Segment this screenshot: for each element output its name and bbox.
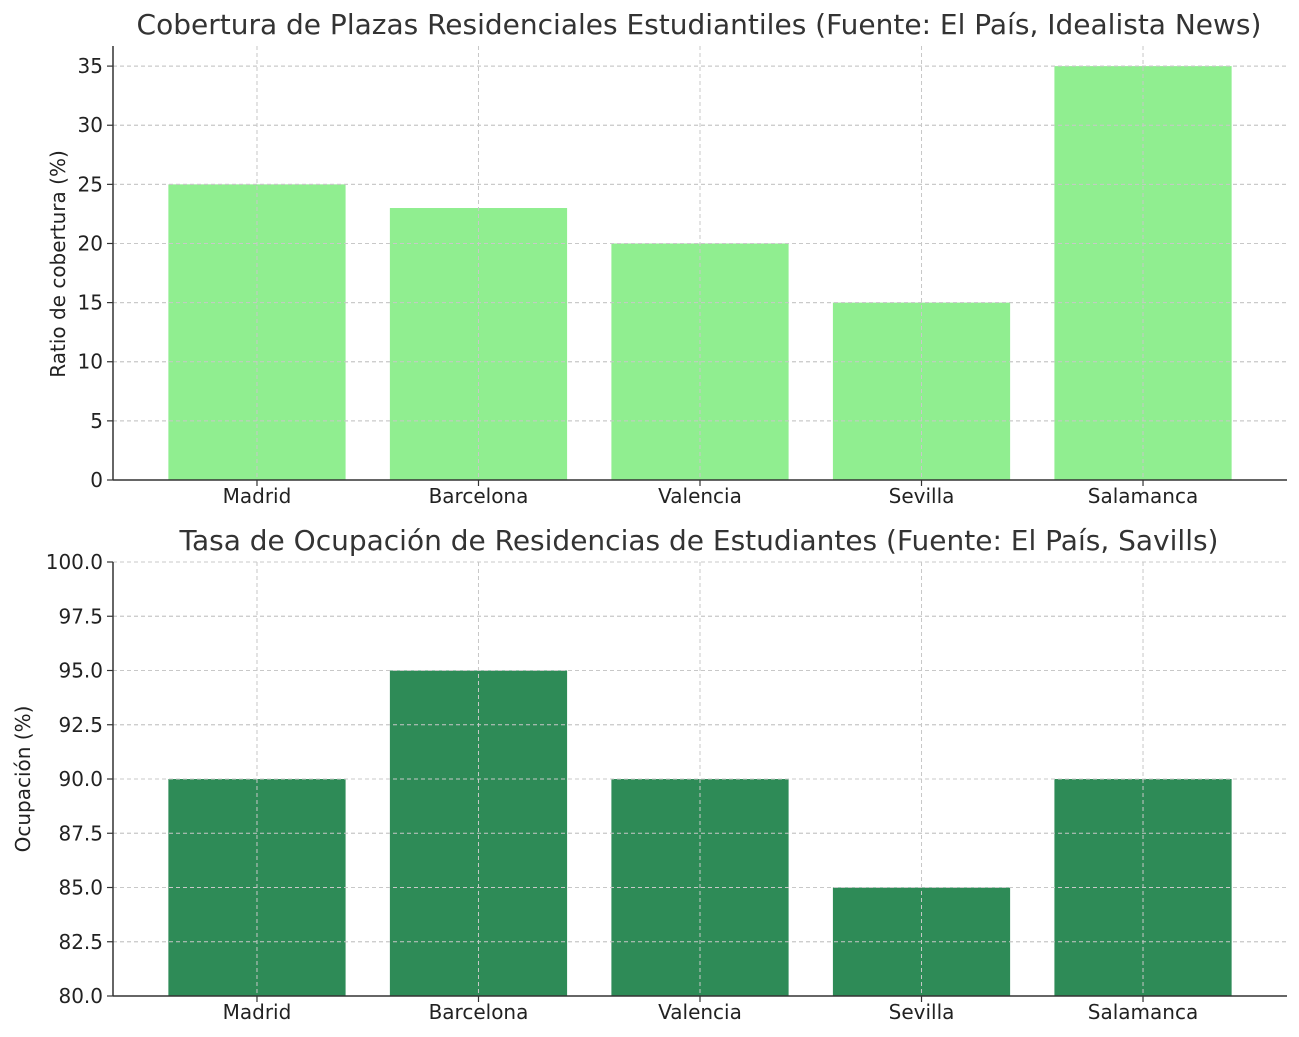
- y-tick-label: 30: [78, 113, 103, 137]
- y-tick-label: 85.0: [58, 876, 103, 900]
- y-tick-label: 82.5: [58, 930, 103, 954]
- y-tick-label: 35: [78, 54, 103, 78]
- x-tick-label: Valencia: [658, 484, 742, 508]
- x-tick-label: Valencia: [658, 1000, 742, 1024]
- y-tick-label: 90.0: [58, 767, 103, 791]
- occupancy-y-ticks: 80.0 82.5 85.0 87.5 90.0 92.5 95.0 97.5 100.0: [46, 550, 113, 1008]
- y-tick-label: 95.0: [58, 659, 103, 683]
- y-tick-label: 15: [78, 291, 103, 315]
- coverage-y-ticks: 0 5 10 15 20 25 30 35: [78, 54, 113, 492]
- occupancy-chart-panel: Tasa de Ocupación de Residencias de Estu…: [11, 524, 1287, 1024]
- y-tick-label: 87.5: [58, 821, 103, 845]
- coverage-chart-title: Cobertura de Plazas Residenciales Estudi…: [137, 8, 1262, 41]
- x-tick-label: Salamanca: [1088, 484, 1198, 508]
- y-tick-label: 0: [90, 468, 103, 492]
- x-tick-label: Barcelona: [429, 1000, 529, 1024]
- y-tick-label: 10: [78, 350, 103, 374]
- occupancy-x-ticks: Madrid Barcelona Valencia Sevilla Salamanca: [223, 996, 1198, 1024]
- coverage-bar-madrid: [168, 184, 346, 480]
- x-tick-label: Madrid: [223, 1000, 292, 1024]
- occupancy-bars: [113, 561, 1287, 997]
- coverage-chart-panel: Cobertura de Plazas Residenciales Estudi…: [46, 8, 1287, 508]
- coverage-x-ticks: Madrid Barcelona Valencia Sevilla Salamanca: [223, 480, 1198, 508]
- y-tick-label: 92.5: [58, 713, 103, 737]
- y-tick-label: 5: [90, 409, 103, 433]
- y-tick-label: 20: [78, 231, 103, 255]
- y-tick-label: 100.0: [46, 550, 103, 574]
- occupancy-y-axis-label: Ocupación (%): [11, 706, 35, 853]
- x-tick-label: Barcelona: [429, 484, 529, 508]
- occupancy-chart-title: Tasa de Ocupación de Residencias de Estu…: [179, 524, 1219, 557]
- x-tick-label: Salamanca: [1088, 1000, 1198, 1024]
- coverage-y-axis-label: Ratio de cobertura (%): [46, 150, 70, 377]
- x-tick-label: Madrid: [223, 484, 292, 508]
- x-tick-label: Sevilla: [889, 484, 955, 508]
- y-tick-label: 25: [78, 172, 103, 196]
- y-tick-label: 80.0: [58, 984, 103, 1008]
- coverage-bars: [113, 46, 1287, 481]
- x-tick-label: Sevilla: [889, 1000, 955, 1024]
- y-tick-label: 97.5: [58, 604, 103, 628]
